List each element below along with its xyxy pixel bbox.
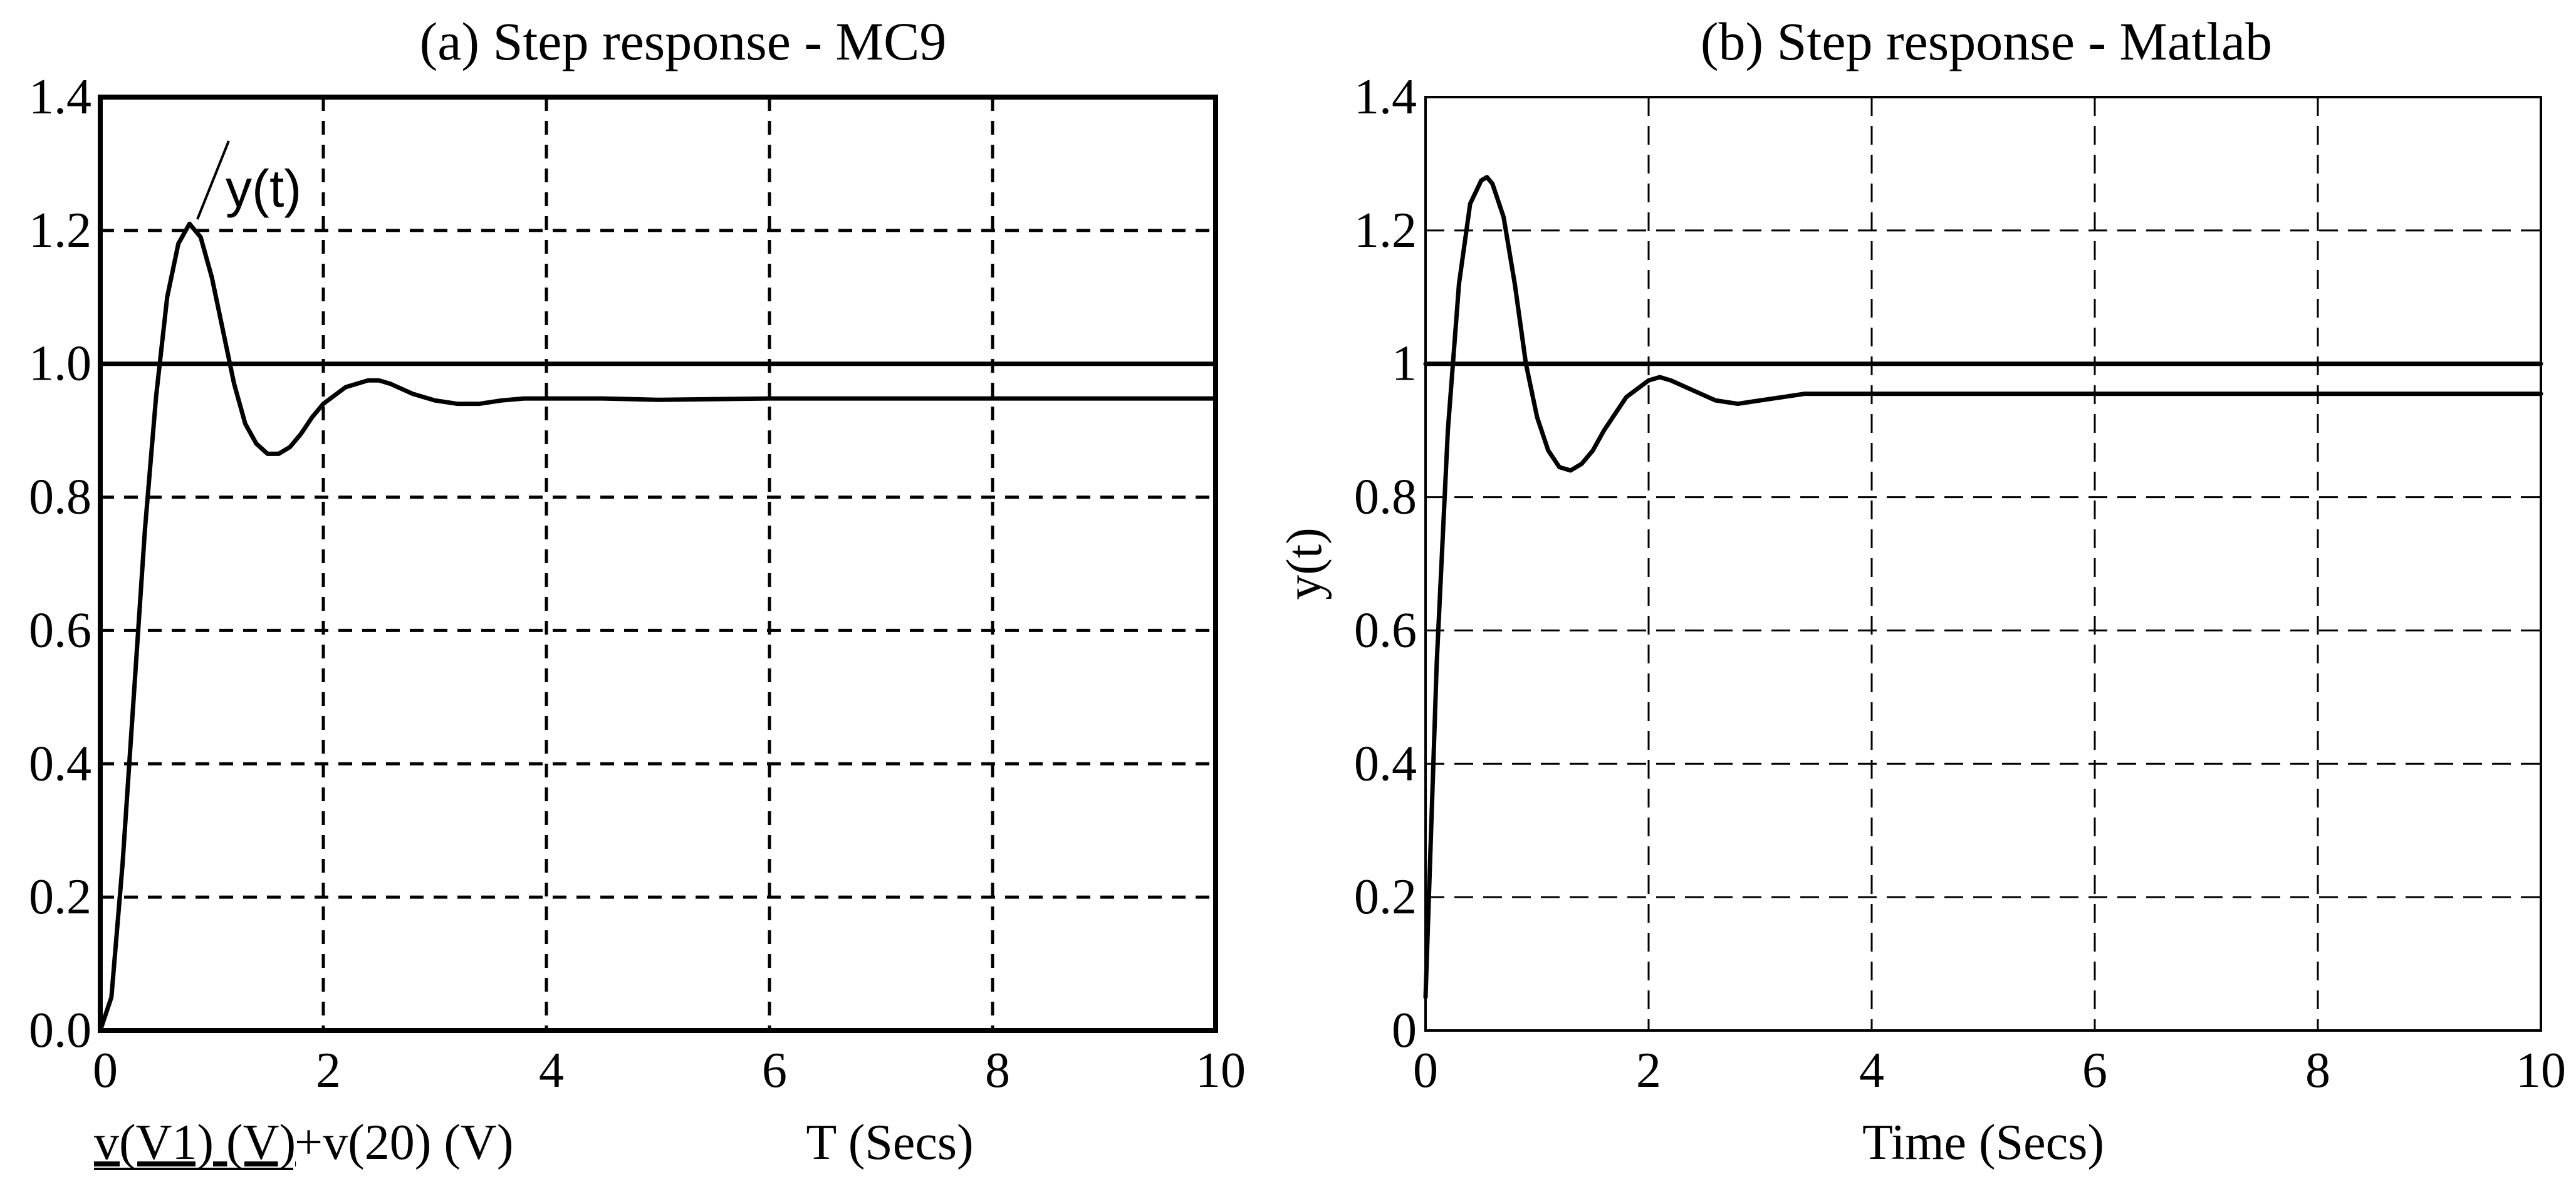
chart-a-plot-frame [98, 95, 1218, 1033]
a-y-tick-label: 0.6 [29, 603, 91, 658]
chart-a-grid [100, 97, 1216, 1030]
chart-a-y-tick-labels: 0.0 0.2 0.4 0.6 0.8 1.0 1.2 1.4 [29, 70, 91, 1058]
chart-a-annotation: y(t) [226, 159, 301, 218]
b-y-tick-label: 0.2 [1354, 870, 1417, 925]
b-y-tick-label: 0.4 [1354, 736, 1417, 791]
chart-b-x-tick-labels: 0 2 4 6 8 10 [1413, 1043, 2566, 1098]
a-x-tick-label: 2 [316, 1043, 341, 1098]
a-y-tick-label: 0.4 [29, 736, 91, 791]
chart-b-x-axis-label: Time (Secs) [1862, 1115, 2104, 1170]
b-x-tick-label: 2 [1636, 1043, 1661, 1098]
b-y-tick-label: 0 [1392, 1003, 1417, 1058]
chart-b-plot-frame [1424, 96, 2542, 1032]
a-y-tick-label: 0.8 [29, 470, 91, 525]
b-x-tick-label: 10 [2516, 1043, 2566, 1098]
b-y-tick-label: 1.4 [1354, 70, 1417, 125]
a-response-curve [98, 221, 1218, 1033]
chart-b: (b) Step response - Matlab 0 0.2 0.4 0.6 0.8… [1277, 11, 2566, 1170]
chart-a: (a) Step response - MC9 0.0 0.2 0.4 0.6 0.8 1… [29, 11, 1246, 1170]
a-x-tick-label: 6 [762, 1043, 787, 1098]
chart-b-title: (b) Step response - Matlab [1701, 11, 2272, 71]
a-x-tick-label: 10 [1196, 1043, 1246, 1098]
chart-b-y-tick-labels: 0 0.2 0.4 0.6 0.8 1 1.2 1.4 [1354, 70, 1417, 1058]
b-y-tick-label: 1.2 [1354, 203, 1417, 258]
b-x-tick-label: 8 [2305, 1043, 2330, 1098]
a-x-tick-label: 0 [93, 1043, 118, 1098]
b-x-tick-label: 0 [1413, 1043, 1438, 1098]
chart-a-x-tick-labels: 0 2 4 6 8 10 [93, 1043, 1246, 1098]
a-y-tick-label: 1.0 [29, 336, 91, 392]
chart-a-annotation-leader [196, 140, 230, 220]
chart-a-title: (a) Step response - MC9 [420, 11, 947, 71]
a-y-tick-label: 1.4 [29, 70, 91, 125]
b-x-tick-label: 6 [2082, 1043, 2107, 1098]
chart-b-series [1423, 175, 2543, 1000]
chart-b-grid [1426, 97, 2541, 1030]
b-y-tick-label: 0.8 [1354, 470, 1417, 525]
chart-a-x-axis-label: T (Secs) [806, 1115, 973, 1170]
a-x-tick-label: 4 [539, 1043, 564, 1098]
a-y-tick-label: 1.2 [29, 203, 91, 258]
b-response-curve [1423, 175, 2543, 1000]
b-x-tick-label: 4 [1859, 1043, 1884, 1098]
b-y-tick-label: 0.6 [1354, 603, 1417, 658]
chart-b-y-axis-label: y(t) [1277, 527, 1332, 600]
chart-a-bottom-left-label-rest: +v(20) (V) [295, 1115, 513, 1170]
a-x-tick-label: 8 [985, 1043, 1010, 1098]
b-y-tick-label: 1 [1392, 336, 1417, 392]
a-y-tick-label: 0.0 [29, 1003, 91, 1058]
chart-a-series [98, 221, 1218, 1033]
a-y-tick-label: 0.2 [29, 870, 91, 925]
chart-a-bottom-left-label-underlined: v(V1) (V) [94, 1115, 296, 1170]
